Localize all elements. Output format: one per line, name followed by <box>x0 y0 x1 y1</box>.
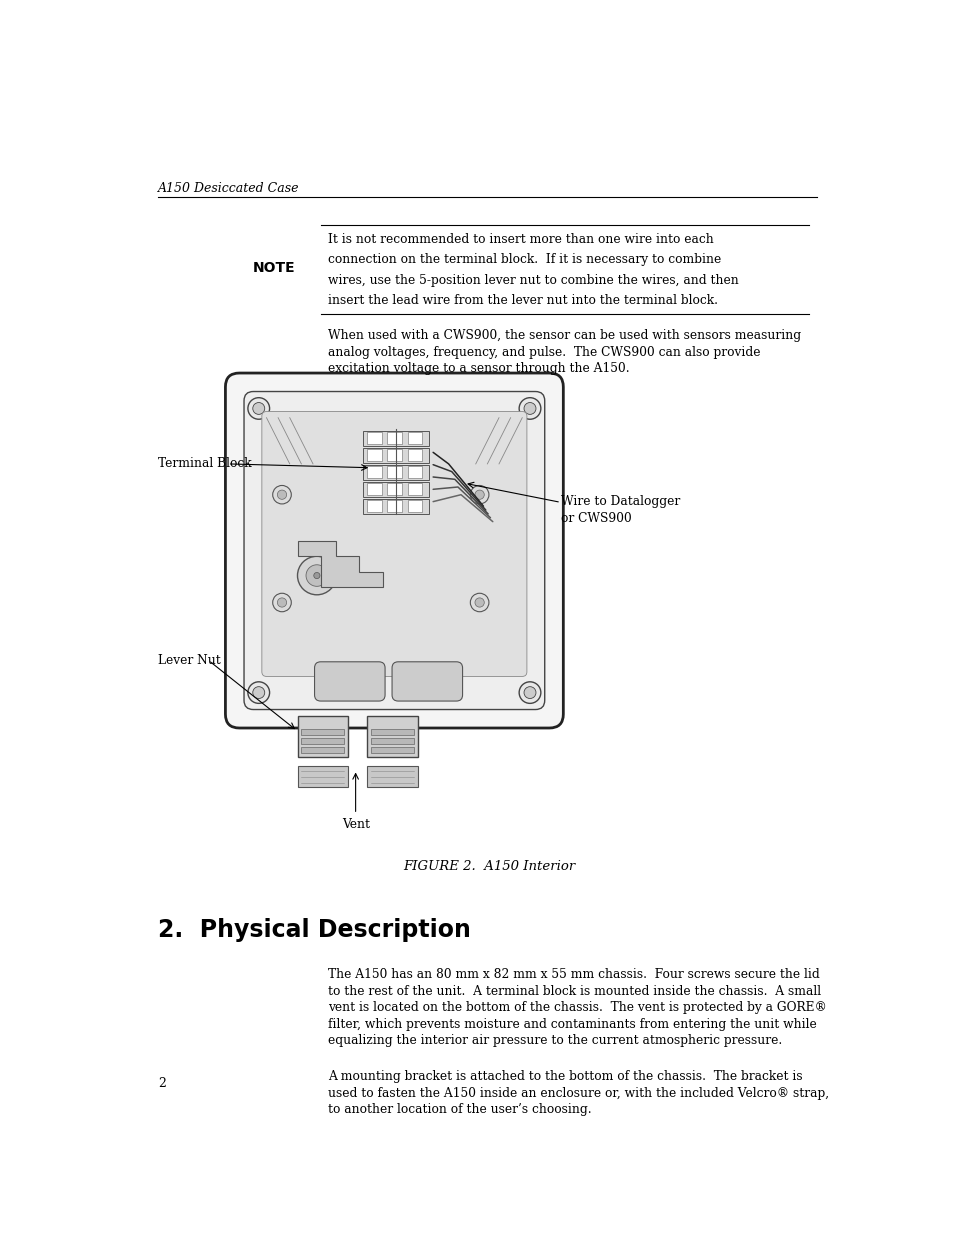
Bar <box>407 483 422 495</box>
Text: filter, which prevents moisture and contaminants from entering the unit while: filter, which prevents moisture and cont… <box>328 1018 817 1031</box>
Bar <box>367 483 381 495</box>
Bar <box>363 448 429 463</box>
Bar <box>301 739 344 745</box>
Text: NOTE: NOTE <box>253 261 295 274</box>
Circle shape <box>277 598 286 608</box>
Text: vent is located on the bottom of the chassis.  The vent is protected by a GORE®: vent is located on the bottom of the cha… <box>328 1002 826 1014</box>
Circle shape <box>314 573 319 579</box>
Circle shape <box>518 398 540 419</box>
Bar <box>367 500 381 511</box>
Bar <box>301 747 344 753</box>
Bar <box>387 450 402 461</box>
Circle shape <box>306 564 328 587</box>
Bar <box>363 464 429 480</box>
FancyBboxPatch shape <box>244 391 544 710</box>
Circle shape <box>523 403 536 415</box>
Text: Wire to Datalogger: Wire to Datalogger <box>560 495 679 508</box>
Text: 2.  Physical Description: 2. Physical Description <box>158 918 471 942</box>
Bar <box>363 499 429 514</box>
Bar <box>297 766 348 787</box>
Bar <box>387 483 402 495</box>
Text: 2: 2 <box>158 1077 166 1091</box>
Text: Vent: Vent <box>341 818 369 831</box>
Text: Lever Nut: Lever Nut <box>158 653 220 667</box>
Text: connection on the terminal block.  If it is necessary to combine: connection on the terminal block. If it … <box>328 253 721 267</box>
Text: excitation voltage to a sensor through the A150.: excitation voltage to a sensor through t… <box>328 362 630 375</box>
Circle shape <box>523 687 536 699</box>
FancyBboxPatch shape <box>225 373 562 727</box>
Text: A mounting bracket is attached to the bottom of the chassis.  The bracket is: A mounting bracket is attached to the bo… <box>328 1071 802 1083</box>
Bar <box>297 716 348 757</box>
Text: FIGURE 2.  A150 Interior: FIGURE 2. A150 Interior <box>402 861 575 873</box>
Circle shape <box>475 598 484 608</box>
Text: When used with a CWS900, the sensor can be used with sensors measuring: When used with a CWS900, the sensor can … <box>328 330 801 342</box>
Bar <box>367 716 417 757</box>
Bar <box>407 500 422 511</box>
Bar <box>407 450 422 461</box>
FancyBboxPatch shape <box>314 662 385 701</box>
Bar <box>371 739 414 745</box>
Bar <box>387 432 402 443</box>
Bar <box>407 466 422 478</box>
Circle shape <box>248 682 270 704</box>
Text: to another location of the user’s choosing.: to another location of the user’s choosi… <box>328 1103 592 1116</box>
Bar <box>363 482 429 496</box>
Circle shape <box>277 490 286 499</box>
Bar <box>387 466 402 478</box>
Text: analog voltages, frequency, and pulse.  The CWS900 can also provide: analog voltages, frequency, and pulse. T… <box>328 346 760 358</box>
Bar <box>371 747 414 753</box>
Bar <box>363 431 429 446</box>
Text: equalizing the interior air pressure to the current atmospheric pressure.: equalizing the interior air pressure to … <box>328 1035 781 1047</box>
Bar <box>387 500 402 511</box>
Circle shape <box>475 490 484 499</box>
Bar <box>367 450 381 461</box>
Circle shape <box>470 485 489 504</box>
Text: insert the lead wire from the lever nut into the terminal block.: insert the lead wire from the lever nut … <box>328 294 718 308</box>
Text: wires, use the 5-position lever nut to combine the wires, and then: wires, use the 5-position lever nut to c… <box>328 274 739 287</box>
Circle shape <box>518 682 540 704</box>
Circle shape <box>297 556 335 595</box>
Circle shape <box>253 403 264 415</box>
Circle shape <box>248 398 270 419</box>
Circle shape <box>253 687 264 699</box>
Text: used to fasten the A150 inside an enclosure or, with the included Velcro® strap,: used to fasten the A150 inside an enclos… <box>328 1087 829 1100</box>
Text: to the rest of the unit.  A terminal block is mounted inside the chassis.  A sma: to the rest of the unit. A terminal bloc… <box>328 984 821 998</box>
Circle shape <box>273 485 291 504</box>
Bar <box>367 466 381 478</box>
Text: It is not recommended to insert more than one wire into each: It is not recommended to insert more tha… <box>328 233 714 246</box>
Text: or CWS900: or CWS900 <box>560 511 631 525</box>
Bar <box>367 432 381 443</box>
FancyBboxPatch shape <box>392 662 462 701</box>
FancyBboxPatch shape <box>261 411 526 677</box>
Bar <box>367 766 417 787</box>
Bar <box>301 729 344 735</box>
Circle shape <box>470 593 489 611</box>
Text: Terminal Block: Terminal Block <box>158 457 252 471</box>
Text: The A150 has an 80 mm x 82 mm x 55 mm chassis.  Four screws secure the lid: The A150 has an 80 mm x 82 mm x 55 mm ch… <box>328 968 820 982</box>
Text: A150 Desiccated Case: A150 Desiccated Case <box>158 182 299 195</box>
Bar <box>407 432 422 443</box>
Bar <box>371 729 414 735</box>
Polygon shape <box>297 541 382 587</box>
Circle shape <box>273 593 291 611</box>
